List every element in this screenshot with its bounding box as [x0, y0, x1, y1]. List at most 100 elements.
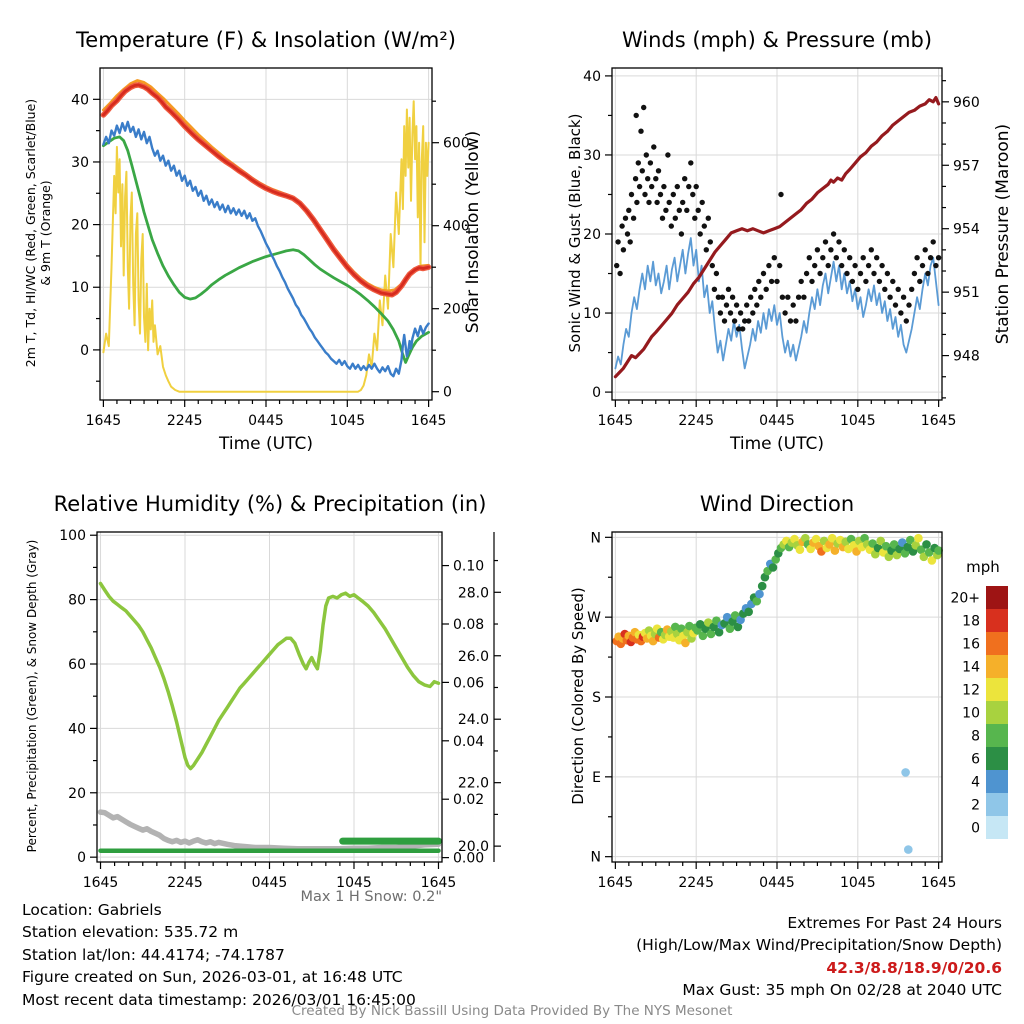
svg-text:10: 10	[962, 706, 980, 722]
svg-text:954: 954	[953, 222, 980, 238]
svg-text:20: 20	[71, 218, 89, 234]
tick-marks	[93, 98, 439, 407]
svg-text:0.00: 0.00	[453, 851, 484, 867]
svg-text:N: N	[591, 850, 601, 866]
svg-text:20: 20	[68, 786, 86, 802]
svg-text:4: 4	[971, 775, 980, 791]
data-timestamp: Most recent data timestamp: 2026/03/01 1…	[22, 990, 416, 1009]
svg-text:10: 10	[583, 306, 601, 322]
svg-text:1045: 1045	[840, 875, 876, 891]
svg-text:1645: 1645	[86, 413, 122, 429]
svg-text:2: 2	[971, 798, 980, 814]
svg-text:40: 40	[68, 721, 86, 737]
chart-title-humidity: Relative Humidity (%) & Precipitation (i…	[53, 492, 487, 516]
svg-text:0: 0	[443, 385, 452, 401]
svg-text:0445: 0445	[759, 413, 795, 429]
speed-colorbar: 20+ 18 16 14 12 10 8 6 4 2 0	[950, 586, 1008, 839]
svg-text:14: 14	[962, 660, 980, 676]
tick-labels: 1645 2245 0445 1045 1645 0 20 40 60 80 100 0.00 0.02…	[59, 528, 489, 891]
xaxis-label-temperature: Time (UTC)	[219, 434, 313, 454]
svg-text:951: 951	[953, 285, 980, 301]
svg-text:2245: 2245	[167, 875, 203, 891]
svg-text:2245: 2245	[678, 875, 714, 891]
yaxis-label-wind-left: Sonic Wind & Gust (Blue, Black)	[566, 113, 584, 353]
extremes-values: 42.3/8.8/18.9/0/20.6	[826, 958, 1002, 977]
svg-text:0.02: 0.02	[453, 792, 484, 808]
svg-text:12: 12	[962, 683, 980, 699]
svg-text:22.0: 22.0	[458, 776, 489, 792]
svg-text:10: 10	[71, 280, 89, 296]
svg-text:1045: 1045	[336, 875, 372, 891]
svg-text:1645: 1645	[921, 875, 957, 891]
series-solar-insolation	[102, 100, 430, 393]
series-pressure-maroon	[613, 96, 941, 379]
series-relative-humidity-green	[98, 581, 441, 771]
svg-text:18: 18	[962, 614, 980, 630]
chart-winds-pressure: 1645 2245 0445 1045 1645 0 10 20 30 40 948 951 954 95…	[583, 67, 980, 429]
svg-text:S: S	[592, 690, 601, 706]
svg-text:8: 8	[971, 729, 980, 745]
series-gusts-black	[614, 104, 942, 332]
chart-humidity-precip: 1645 2245 0445 1045 1645 0 20 40 60 80 100 0.00 0.02…	[59, 528, 501, 891]
max-gust-line: Max Gust: 35 mph On 02/28 at 2040 UTC	[682, 981, 1002, 1000]
series-wind-chill-blue	[102, 120, 430, 378]
svg-text:20+: 20+	[950, 591, 980, 607]
series-direction-dots	[612, 533, 943, 854]
svg-text:20.0: 20.0	[458, 839, 489, 855]
yaxis-label-direction-left: Direction (Colored By Speed)	[569, 587, 587, 805]
svg-text:6: 6	[971, 752, 980, 768]
svg-text:200: 200	[443, 302, 470, 318]
svg-text:1645: 1645	[83, 875, 119, 891]
figure-created: Figure created on Sun, 2026-03-01, at 16…	[22, 968, 403, 987]
station-latlon: Station lat/lon: 44.4174; -74.1787	[22, 945, 285, 964]
grid	[612, 532, 942, 862]
svg-text:0.04: 0.04	[453, 734, 484, 750]
chart-wind-direction: 1645 2245 0445 1045 1645 N E S W N 20+ 18 16 14 12 10 8 6…	[587, 530, 1008, 891]
yaxis-label-pressure-right: Station Pressure (Maroon)	[993, 123, 1013, 345]
station-location: Location: Gabriels	[22, 901, 162, 919]
svg-text:26.0: 26.0	[458, 649, 489, 665]
series-sonic-wind-blue	[614, 237, 940, 370]
svg-text:1045: 1045	[329, 413, 365, 429]
grid	[612, 68, 942, 400]
svg-text:40: 40	[583, 69, 601, 85]
svg-text:1645: 1645	[421, 875, 457, 891]
chart-title-wind-direction: Wind Direction	[699, 492, 855, 516]
svg-text:960: 960	[953, 95, 980, 111]
xaxis-label-winds: Time (UTC)	[730, 434, 824, 454]
station-info-block: Location: Gabriels Station elevation: 53…	[22, 899, 416, 1011]
extremes-subtitle: (High/Low/Max Wind/Precipitation/Snow De…	[636, 936, 1002, 955]
svg-text:0.08: 0.08	[453, 617, 484, 633]
grid	[97, 532, 442, 862]
svg-text:60: 60	[68, 657, 86, 673]
svg-text:0445: 0445	[248, 413, 284, 429]
series-2m-temp-red	[102, 83, 430, 297]
yaxis-label-insolation-right: Solar Insolation (Yellow)	[463, 130, 483, 334]
svg-text:1045: 1045	[840, 413, 876, 429]
svg-text:N: N	[591, 530, 601, 546]
svg-text:30: 30	[71, 155, 89, 171]
tick-marks	[605, 536, 940, 869]
svg-text:16: 16	[962, 637, 980, 653]
svg-text:0445: 0445	[252, 875, 288, 891]
svg-text:0: 0	[971, 821, 980, 837]
tick-labels: 1645 2245 0445 1045 1645 N E S W N	[587, 530, 956, 891]
extremes-block: Extremes For Past 24 Hours (High/Low/Max…	[480, 912, 1002, 1002]
svg-text:W: W	[587, 610, 601, 626]
credit-line: Created By Nick Bassill Using Data Provi…	[291, 1003, 733, 1019]
tick-labels: 1645 2245 0445 1045 1645 0 10 20 30 40 948 951 954 95…	[583, 69, 980, 429]
svg-text:E: E	[592, 770, 601, 786]
tick-marks	[90, 532, 501, 869]
colorbar-title: mph	[966, 558, 1000, 576]
svg-text:2245: 2245	[678, 413, 714, 429]
svg-text:24.0: 24.0	[458, 712, 489, 728]
svg-text:0.06: 0.06	[453, 675, 484, 691]
svg-text:0: 0	[77, 850, 86, 866]
svg-text:1645: 1645	[598, 413, 634, 429]
svg-text:1645: 1645	[598, 875, 634, 891]
svg-text:20: 20	[583, 227, 601, 243]
svg-text:0: 0	[592, 385, 601, 401]
chart-title-winds: Winds (mph) & Pressure (mb)	[621, 28, 933, 52]
svg-text:0.10: 0.10	[453, 559, 484, 575]
